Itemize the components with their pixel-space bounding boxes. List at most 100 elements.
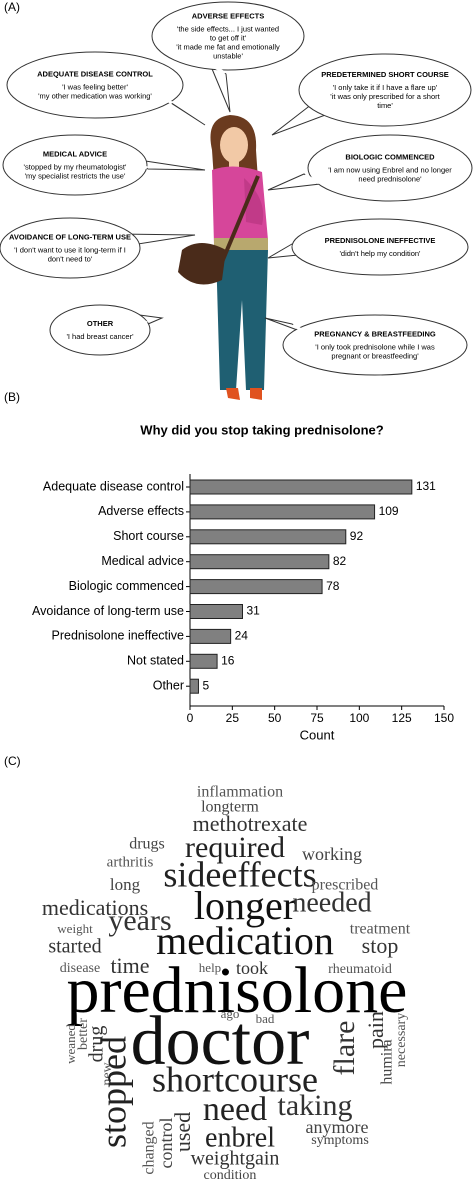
word: new xyxy=(100,1061,115,1085)
word: treatment xyxy=(350,921,411,938)
bubble xyxy=(0,217,141,279)
word: condition xyxy=(204,1168,257,1182)
bubble-tail-cover xyxy=(122,233,138,245)
word: better xyxy=(76,1018,91,1050)
x-tick-label: 75 xyxy=(310,711,324,725)
x-tick-label: 0 xyxy=(187,711,194,725)
bubble-tail-cover xyxy=(132,158,148,170)
word: shortcourse xyxy=(152,1059,318,1099)
y-tick-label: Not stated xyxy=(127,654,184,668)
bar xyxy=(189,678,199,694)
value-label: 82 xyxy=(333,554,347,568)
bubble-tail-cover xyxy=(312,103,328,115)
bubble-quote: need prednisolone' xyxy=(358,174,422,183)
word: longterm xyxy=(201,799,259,816)
bubble-tail-cover xyxy=(132,313,148,325)
word: rheumatoid xyxy=(328,962,392,977)
word: stopped xyxy=(93,1036,133,1148)
word: started xyxy=(48,936,101,958)
value-label: 78 xyxy=(326,579,340,593)
speech-bubble: BIOLOGIC COMMENCED 'I am now using Enbrel… xyxy=(267,134,473,202)
bubble-quote: unstable' xyxy=(213,51,243,60)
word: symptoms xyxy=(311,1133,369,1148)
speech-bubble: PREDNISOLONE INEFFECTIVE 'didn't help my … xyxy=(267,218,469,276)
y-tick-label: Short course xyxy=(113,529,184,543)
bar xyxy=(189,604,243,619)
bubble-quote: 'I only take it if I have a flare up' xyxy=(333,83,438,92)
bubble-title: OTHER xyxy=(87,319,114,328)
word: drugs xyxy=(129,836,165,853)
bubble-quote: 'I was feeling better' xyxy=(62,82,128,91)
bubble xyxy=(307,134,473,202)
word: pain xyxy=(363,1011,388,1049)
word: need xyxy=(203,1091,267,1128)
word: prednisolone xyxy=(67,954,408,1027)
bubble-tail-cover xyxy=(304,173,320,185)
woman-illustration xyxy=(178,115,268,400)
bubble-quote: don't need to' xyxy=(48,254,93,263)
bubble-quote: 'my specialist restricts the use' xyxy=(25,171,126,180)
word: arthritis xyxy=(107,854,154,870)
speech-bubble: MEDICAL ADVICE 'stopped by my rheumatolog… xyxy=(2,134,206,196)
bubble-quote: to get off it' xyxy=(210,33,247,42)
speech-bubble: ADVERSE EFFECTS 'the side effects... I ju… xyxy=(151,1,305,113)
value-label: 109 xyxy=(379,504,399,518)
word: necessary xyxy=(394,1013,409,1067)
bubble-quote: 'stopped by my rheumatologist' xyxy=(24,162,127,171)
bubble xyxy=(291,218,469,276)
word: flare xyxy=(328,1021,361,1076)
word: doctor xyxy=(131,1003,310,1080)
bubble-quote: time' xyxy=(377,101,393,110)
bar xyxy=(189,628,232,644)
speech-bubble: AVOIDANCE OF LONG-TERM USE 'I don't want … xyxy=(0,217,196,279)
bubble-title: ADVERSE EFFECTS xyxy=(192,11,265,20)
speech-bubble: OTHER 'I had breast cancer' xyxy=(49,304,164,356)
word: years xyxy=(108,904,171,937)
word: humira xyxy=(379,1039,396,1084)
bubble-title: MEDICAL ADVICE xyxy=(43,149,107,158)
bar xyxy=(189,504,376,520)
chart-title: Why did you stop taking prednisolone? xyxy=(140,422,383,437)
word: prescribed xyxy=(312,877,379,894)
bubble xyxy=(151,1,305,71)
x-tick-label: 25 xyxy=(226,711,240,725)
bubble-quote: pregnant or breastfeeding' xyxy=(331,351,419,360)
word: time xyxy=(110,953,149,978)
bubble xyxy=(282,314,468,376)
panel-label: (A) xyxy=(4,0,20,14)
word: changed xyxy=(141,1121,158,1174)
y-tick-label: Avoidance of long-term use xyxy=(32,604,184,618)
bar xyxy=(189,579,323,595)
word: weaned xyxy=(63,1024,78,1064)
x-tick-label: 125 xyxy=(392,711,412,725)
value-label: 5 xyxy=(202,678,209,692)
speech-bubble: PREDETERMINED SHORT COURSE 'I only take i… xyxy=(271,53,472,136)
bubble-quote: 'didn't help my condition' xyxy=(339,249,421,258)
word: enbrel xyxy=(205,1122,275,1153)
bubble xyxy=(2,134,148,196)
y-tick-label: Other xyxy=(153,678,184,692)
bar xyxy=(189,529,347,545)
bubble-quote: 'it was only prescribed for a short xyxy=(330,92,440,101)
panel-label: (B) xyxy=(4,390,20,404)
word: took xyxy=(236,958,268,978)
word: ago xyxy=(221,1006,240,1021)
word: longer xyxy=(194,883,296,928)
word: help xyxy=(199,960,221,975)
bubble-title: PREGNANCY & BREASTFEEDING xyxy=(314,329,436,338)
value-label: 16 xyxy=(221,653,235,667)
value-label: 131 xyxy=(416,479,436,493)
word: bad xyxy=(256,1011,275,1026)
speech-bubble: ADEQUATE DISEASE CONTROL 'I was feeling b… xyxy=(6,51,206,126)
y-tick-label: Prednisolone ineffective xyxy=(52,629,185,643)
x-tick-label: 150 xyxy=(434,711,454,725)
word: inflammation xyxy=(197,784,283,801)
word: anymore xyxy=(306,1117,369,1137)
bubble-title: AVOIDANCE OF LONG-TERM USE xyxy=(9,232,131,241)
bubble-title: PREDNISOLONE INEFFECTIVE xyxy=(325,236,436,245)
bubble-quote: 'I only took prednisolone while I was xyxy=(315,342,435,351)
word: taking xyxy=(278,1089,353,1122)
word: weight xyxy=(57,921,93,936)
bubble-tail-cover xyxy=(292,323,308,335)
